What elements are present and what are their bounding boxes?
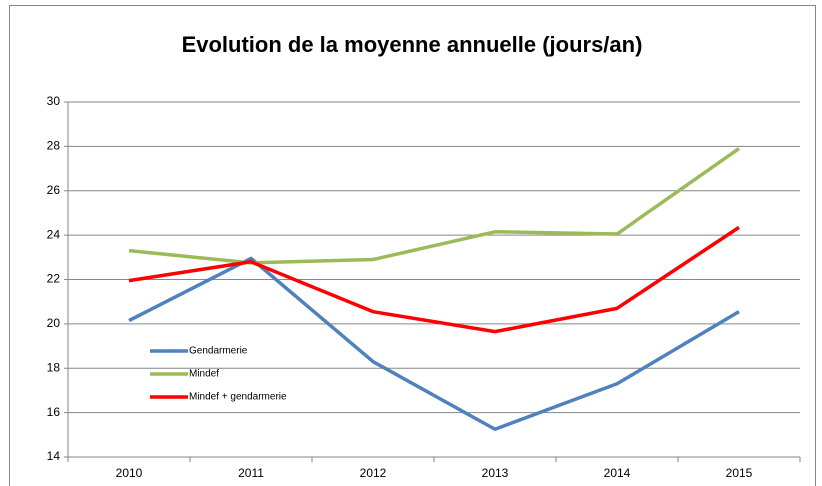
chart-border (9, 5, 816, 486)
line-series (128, 256, 740, 432)
y-tick-label: 30 (47, 94, 61, 108)
legend-label: Gendarmerie (189, 346, 248, 357)
y-tick-label: 14 (47, 449, 61, 463)
x-tick-label: 2013 (482, 466, 509, 480)
y-tick-label: 18 (47, 360, 61, 374)
x-tick-label: 2015 (726, 466, 753, 480)
legend-label: Mindef (189, 369, 219, 380)
chart-title: Evolution de la moyenne annuelle (jours/… (182, 32, 643, 57)
legend-label: Mindef + gendarmerie (189, 392, 287, 403)
y-tick-label: 26 (47, 183, 61, 197)
x-tick-label: 2011 (238, 466, 264, 480)
line-series (128, 147, 741, 265)
x-tick-label: 2012 (360, 466, 387, 480)
x-tick-label: 2014 (604, 466, 631, 480)
line-series (128, 225, 740, 334)
y-tick-label: 22 (47, 272, 61, 286)
y-tick-label: 20 (47, 316, 61, 330)
y-tick-label: 24 (47, 227, 61, 241)
y-tick-label: 28 (47, 139, 61, 153)
x-tick-label: 2010 (116, 466, 143, 480)
y-tick-label: 16 (47, 405, 61, 419)
